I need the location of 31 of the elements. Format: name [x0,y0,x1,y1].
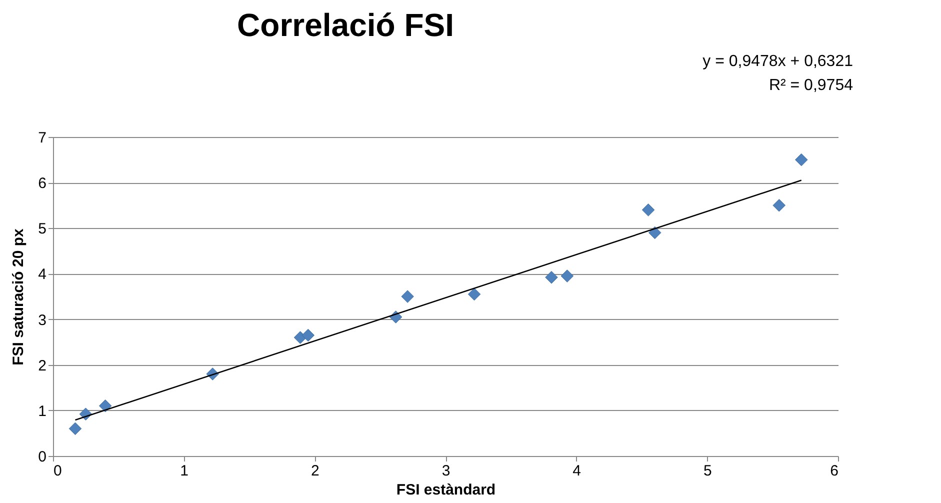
point [772,198,786,212]
y-tick-label: 2 [38,357,46,374]
y-tick-label: 3 [38,312,46,329]
x-tick-label: 0 [54,462,62,480]
point [98,399,112,412]
point [642,204,655,216]
x-tick-label: 5 [703,462,712,480]
y-axis-title: FSI saturació 20 px [10,228,28,366]
point [648,226,662,240]
point [468,288,481,301]
y-tick-label: 1 [38,402,46,420]
text: R² = 0,9754 [768,77,854,94]
x-tick-label: 6 [830,462,838,480]
x-tick-label: 4 [572,462,582,480]
x-tick-label: 2 [310,462,320,480]
text: y = 0,9478x + 0,6321 [702,53,854,70]
point [68,422,82,436]
point [302,328,314,342]
point [560,270,574,282]
x-axis-title: FSI estàndard [396,482,496,498]
y-tick-label: 0 [38,448,46,466]
point [401,290,414,303]
chart-title: Correlació FSI [237,7,454,43]
y-tick-label: 5 [38,220,46,238]
x-tick-label: 1 [180,462,189,480]
point [545,270,558,284]
point [794,153,808,166]
x-tick-label: 3 [442,462,450,480]
y-tick-label: 4 [38,266,46,284]
y-tick-label: 7 [38,130,46,146]
y-tick-label: 6 [38,175,46,192]
